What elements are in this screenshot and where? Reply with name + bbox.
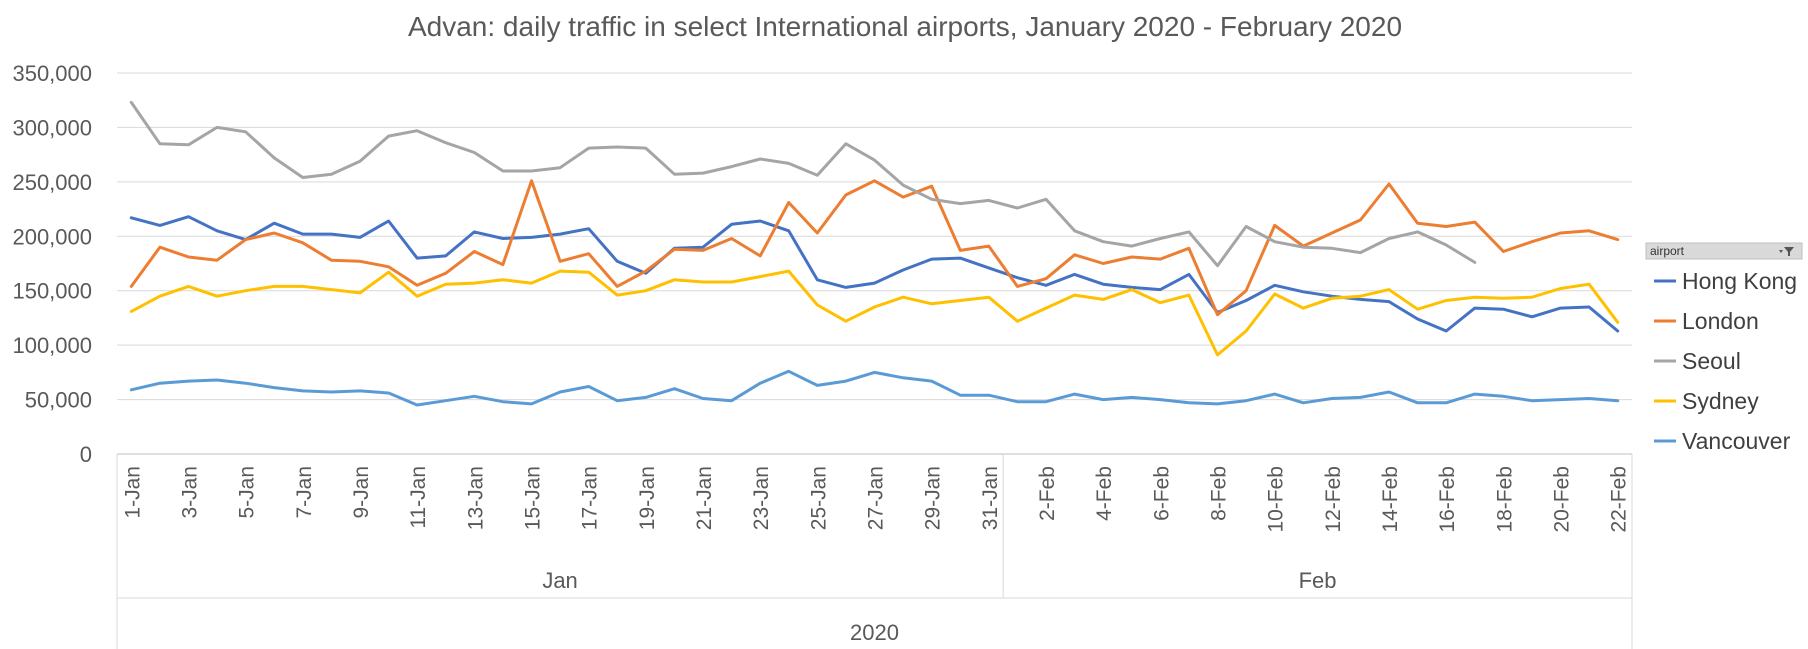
x-tick-label: 25-Jan bbox=[807, 466, 830, 530]
y-tick-label: 0 bbox=[80, 442, 92, 467]
x-tick-label: 11-Jan bbox=[407, 466, 430, 529]
series-line-hong-kong bbox=[129, 215, 1620, 333]
x-axis: Jan Feb 2020 1-Jan 3-Jan 5-Jan 7-Jan 9-Jan 11-Ja… bbox=[116, 454, 1633, 649]
legend-filter-bar[interactable] bbox=[1645, 242, 1803, 260]
y-tick-label: 300,000 bbox=[12, 115, 92, 140]
month-group-label: Jan bbox=[542, 568, 577, 593]
legend-label: Sydney bbox=[1682, 388, 1759, 414]
x-tick-label: 1-Jan bbox=[121, 466, 144, 519]
x-tick-label: 19-Jan bbox=[636, 466, 659, 530]
x-tick-label: 22-Feb bbox=[1608, 466, 1631, 533]
x-tick-label: 4-Feb bbox=[1093, 466, 1116, 521]
y-tick-label: 250,000 bbox=[12, 170, 92, 195]
year-group-label: 2020 bbox=[850, 620, 899, 645]
y-tick-label: 150,000 bbox=[12, 279, 92, 304]
x-tick-label: 2-Feb bbox=[1036, 466, 1059, 521]
x-tick-label: 13-Jan bbox=[464, 466, 487, 530]
y-tick-label: 100,000 bbox=[12, 333, 92, 358]
x-tick-label: 3-Jan bbox=[178, 466, 201, 519]
legend-title: airport bbox=[1650, 244, 1685, 258]
x-tick-label: 27-Jan bbox=[865, 466, 888, 530]
legend[interactable]: airport Hong Kong London Seoul Sydney Vancou… bbox=[1645, 242, 1803, 454]
legend-label: Hong Kong bbox=[1682, 268, 1797, 294]
x-tick-label: 10-Feb bbox=[1265, 466, 1288, 533]
x-tick-label: 5-Jan bbox=[236, 466, 259, 519]
x-tick-label: 6-Feb bbox=[1150, 466, 1173, 521]
y-tick-label: 50,000 bbox=[25, 388, 92, 413]
y-axis-ticks: 0 50,000 100,000 150,000 200,000 250,000 300,0… bbox=[12, 61, 92, 467]
x-tick-label: 15-Jan bbox=[521, 466, 544, 530]
x-tick-label: 17-Jan bbox=[579, 466, 602, 530]
dropdown-arrow-icon[interactable] bbox=[1779, 250, 1783, 253]
x-tick-label: 23-Jan bbox=[750, 466, 773, 530]
x-tick-label: 14-Feb bbox=[1379, 466, 1402, 533]
x-tick-label: 12-Feb bbox=[1322, 466, 1345, 533]
series-line-vancouver bbox=[129, 369, 1620, 407]
filter-icon[interactable] bbox=[1784, 247, 1794, 256]
legend-label: Seoul bbox=[1682, 348, 1741, 374]
chart-title: Advan: daily traffic in select Internati… bbox=[408, 11, 1402, 42]
series-line-seoul bbox=[129, 100, 1477, 268]
x-tick-label: 18-Feb bbox=[1493, 466, 1516, 533]
x-tick-label: 29-Jan bbox=[922, 466, 945, 530]
x-tick-label: 20-Feb bbox=[1551, 466, 1574, 533]
x-tick-label: 21-Jan bbox=[693, 466, 716, 530]
series-line-london bbox=[129, 179, 1620, 317]
y-tick-label: 200,000 bbox=[12, 224, 92, 249]
legend-label: Vancouver bbox=[1682, 428, 1791, 454]
x-tick-label: 8-Feb bbox=[1208, 466, 1231, 521]
y-tick-label: 350,000 bbox=[12, 61, 92, 86]
x-tick-label: 31-Jan bbox=[979, 466, 1002, 530]
x-tick-label: 9-Jan bbox=[350, 466, 373, 519]
x-tick-label: 16-Feb bbox=[1436, 466, 1459, 533]
series-lines bbox=[129, 100, 1620, 407]
x-tick-label: 7-Jan bbox=[293, 466, 316, 519]
series-line-sydney bbox=[129, 269, 1620, 357]
month-group-label: Feb bbox=[1299, 568, 1337, 593]
legend-label: London bbox=[1682, 308, 1759, 334]
